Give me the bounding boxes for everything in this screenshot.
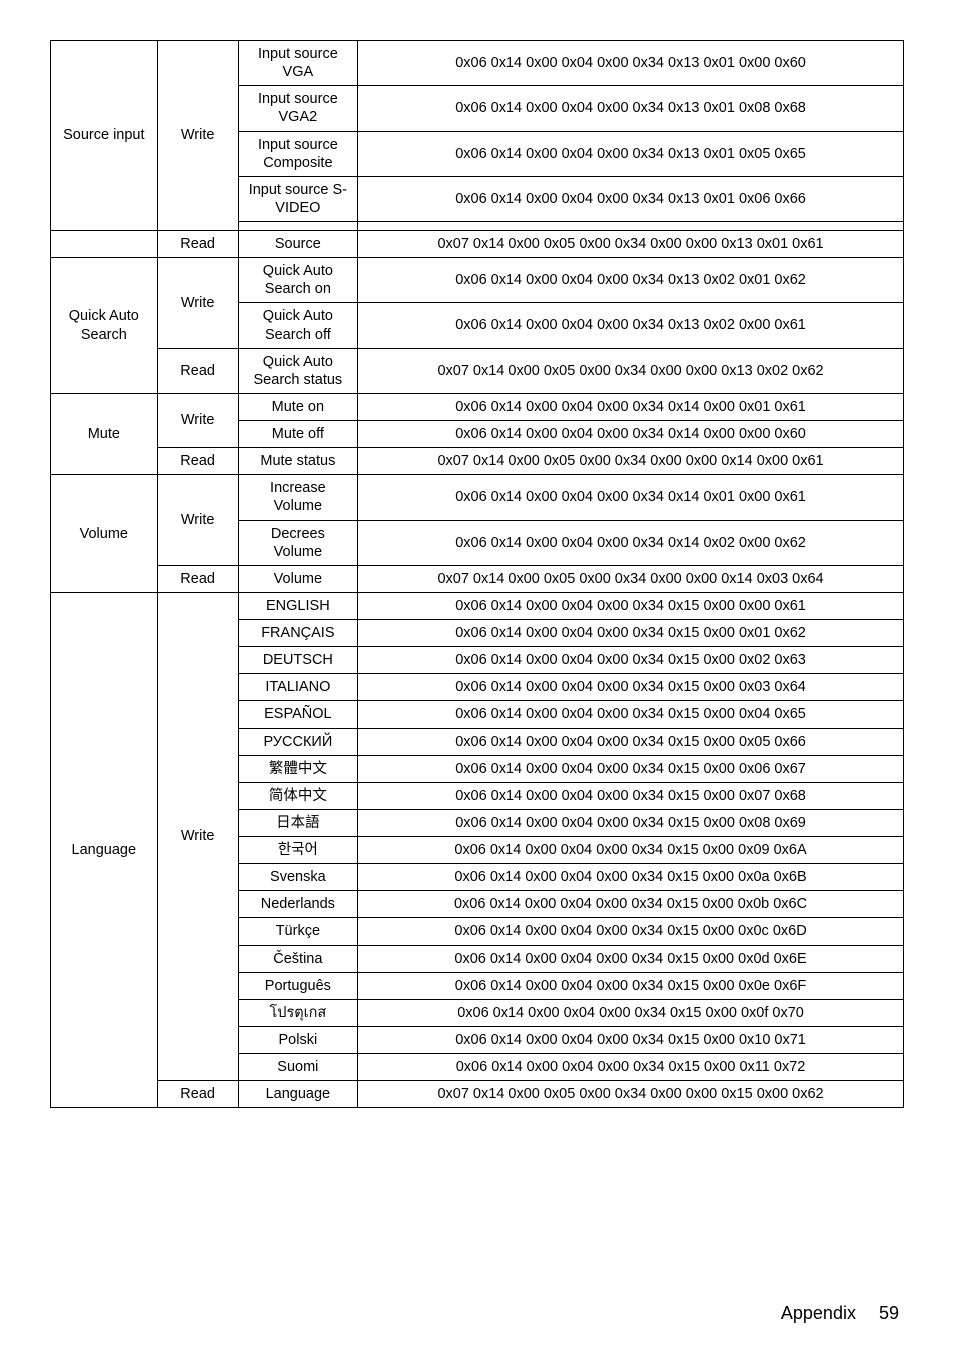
cell-operation: Türkçe bbox=[238, 918, 357, 945]
cell-hex: 0x06 0x14 0x00 0x04 0x00 0x34 0x15 0x00 … bbox=[358, 972, 904, 999]
cell-operation: Quick Auto Search status bbox=[238, 348, 357, 393]
cell-rw: Read bbox=[157, 231, 238, 258]
cell-operation: DEUTSCH bbox=[238, 647, 357, 674]
cell-hex: 0x07 0x14 0x00 0x05 0x00 0x34 0x00 0x00 … bbox=[358, 1081, 904, 1108]
cell-rw: Write bbox=[157, 475, 238, 566]
table-row: ReadMute status0x07 0x14 0x00 0x05 0x00 … bbox=[51, 448, 904, 475]
cell-hex: 0x06 0x14 0x00 0x04 0x00 0x34 0x15 0x00 … bbox=[358, 918, 904, 945]
cell-hex: 0x06 0x14 0x00 0x04 0x00 0x34 0x15 0x00 … bbox=[358, 864, 904, 891]
cell-operation: Suomi bbox=[238, 1054, 357, 1081]
cell-rw: Write bbox=[157, 393, 238, 447]
cell-hex: 0x07 0x14 0x00 0x05 0x00 0x34 0x00 0x00 … bbox=[358, 348, 904, 393]
cell-operation: Mute off bbox=[238, 421, 357, 448]
cell-hex: 0x07 0x14 0x00 0x05 0x00 0x34 0x00 0x00 … bbox=[358, 565, 904, 592]
cell-hex: 0x06 0x14 0x00 0x04 0x00 0x34 0x15 0x00 … bbox=[358, 1054, 904, 1081]
cell-hex: 0x06 0x14 0x00 0x04 0x00 0x34 0x15 0x00 … bbox=[358, 891, 904, 918]
cell-hex: 0x06 0x14 0x00 0x04 0x00 0x34 0x14 0x02 … bbox=[358, 520, 904, 565]
cell-operation: РУССКИЙ bbox=[238, 728, 357, 755]
cell-operation: Polski bbox=[238, 1026, 357, 1053]
cell-hex: 0x06 0x14 0x00 0x04 0x00 0x34 0x15 0x00 … bbox=[358, 701, 904, 728]
cell-operation: Quick Auto Search on bbox=[238, 258, 357, 303]
cell-operation: Čeština bbox=[238, 945, 357, 972]
table-row: LanguageWriteENGLISH0x06 0x14 0x00 0x04 … bbox=[51, 592, 904, 619]
cell-operation: Input source Composite bbox=[238, 131, 357, 176]
cell-hex: 0x06 0x14 0x00 0x04 0x00 0x34 0x15 0x00 … bbox=[358, 782, 904, 809]
table-row: MuteWriteMute on0x06 0x14 0x00 0x04 0x00… bbox=[51, 393, 904, 420]
cell-hex: 0x06 0x14 0x00 0x04 0x00 0x34 0x13 0x02 … bbox=[358, 258, 904, 303]
footer-page-number: 59 bbox=[879, 1303, 899, 1323]
table-row: VolumeWriteIncrease Volume0x06 0x14 0x00… bbox=[51, 475, 904, 520]
cell-function bbox=[51, 231, 158, 258]
table-row: Source inputWriteInput source VGA0x06 0x… bbox=[51, 41, 904, 86]
cell-operation bbox=[238, 222, 357, 231]
cell-hex: 0x06 0x14 0x00 0x04 0x00 0x34 0x15 0x00 … bbox=[358, 592, 904, 619]
cell-hex: 0x06 0x14 0x00 0x04 0x00 0x34 0x13 0x01 … bbox=[358, 41, 904, 86]
table-row: Quick Auto SearchWriteQuick Auto Search … bbox=[51, 258, 904, 303]
footer-label: Appendix bbox=[781, 1303, 856, 1323]
cell-hex: 0x06 0x14 0x00 0x04 0x00 0x34 0x14 0x01 … bbox=[358, 475, 904, 520]
cell-operation: Input source VGA2 bbox=[238, 86, 357, 131]
cell-hex: 0x06 0x14 0x00 0x04 0x00 0x34 0x15 0x00 … bbox=[358, 620, 904, 647]
cell-function: Source input bbox=[51, 41, 158, 231]
cell-hex: 0x06 0x14 0x00 0x04 0x00 0x34 0x15 0x00 … bbox=[358, 755, 904, 782]
cell-function: Mute bbox=[51, 393, 158, 474]
cell-operation: Decrees Volume bbox=[238, 520, 357, 565]
cell-operation: Português bbox=[238, 972, 357, 999]
cell-function: Volume bbox=[51, 475, 158, 593]
cell-hex: 0x06 0x14 0x00 0x04 0x00 0x34 0x14 0x00 … bbox=[358, 393, 904, 420]
table-row: ReadSource0x07 0x14 0x00 0x05 0x00 0x34 … bbox=[51, 231, 904, 258]
cell-hex: 0x06 0x14 0x00 0x04 0x00 0x34 0x14 0x00 … bbox=[358, 421, 904, 448]
cell-operation: ENGLISH bbox=[238, 592, 357, 619]
cell-operation: 繁體中文 bbox=[238, 755, 357, 782]
cell-hex: 0x06 0x14 0x00 0x04 0x00 0x34 0x13 0x01 … bbox=[358, 131, 904, 176]
cell-hex bbox=[358, 222, 904, 231]
cell-operation: ESPAÑOL bbox=[238, 701, 357, 728]
cell-operation: Svenska bbox=[238, 864, 357, 891]
page-footer: Appendix 59 bbox=[781, 1303, 899, 1324]
table-row: ReadQuick Auto Search status0x07 0x14 0x… bbox=[51, 348, 904, 393]
cell-rw: Write bbox=[157, 592, 238, 1080]
cell-operation: Increase Volume bbox=[238, 475, 357, 520]
cell-operation: Volume bbox=[238, 565, 357, 592]
command-table: Source inputWriteInput source VGA0x06 0x… bbox=[50, 40, 904, 1108]
cell-operation: FRANÇAIS bbox=[238, 620, 357, 647]
cell-hex: 0x06 0x14 0x00 0x04 0x00 0x34 0x15 0x00 … bbox=[358, 809, 904, 836]
cell-operation: Input source VGA bbox=[238, 41, 357, 86]
cell-hex: 0x07 0x14 0x00 0x05 0x00 0x34 0x00 0x00 … bbox=[358, 448, 904, 475]
cell-hex: 0x06 0x14 0x00 0x04 0x00 0x34 0x15 0x00 … bbox=[358, 1026, 904, 1053]
cell-rw: Read bbox=[157, 1081, 238, 1108]
cell-rw: Read bbox=[157, 448, 238, 475]
cell-operation: ITALIANO bbox=[238, 674, 357, 701]
cell-operation: Input source S-VIDEO bbox=[238, 176, 357, 221]
cell-operation: Source bbox=[238, 231, 357, 258]
cell-function: Language bbox=[51, 592, 158, 1107]
cell-hex: 0x06 0x14 0x00 0x04 0x00 0x34 0x13 0x02 … bbox=[358, 303, 904, 348]
table-row: ReadVolume0x07 0x14 0x00 0x05 0x00 0x34 … bbox=[51, 565, 904, 592]
cell-operation: Quick Auto Search off bbox=[238, 303, 357, 348]
cell-rw: Read bbox=[157, 565, 238, 592]
cell-hex: 0x07 0x14 0x00 0x05 0x00 0x34 0x00 0x00 … bbox=[358, 231, 904, 258]
cell-operation: 简体中文 bbox=[238, 782, 357, 809]
cell-rw: Write bbox=[157, 41, 238, 231]
cell-operation: Mute status bbox=[238, 448, 357, 475]
cell-operation: 日本語 bbox=[238, 809, 357, 836]
cell-hex: 0x06 0x14 0x00 0x04 0x00 0x34 0x15 0x00 … bbox=[358, 999, 904, 1026]
cell-rw: Read bbox=[157, 348, 238, 393]
cell-operation: Language bbox=[238, 1081, 357, 1108]
cell-rw: Write bbox=[157, 258, 238, 349]
cell-function: Quick Auto Search bbox=[51, 258, 158, 394]
cell-hex: 0x06 0x14 0x00 0x04 0x00 0x34 0x15 0x00 … bbox=[358, 837, 904, 864]
cell-hex: 0x06 0x14 0x00 0x04 0x00 0x34 0x15 0x00 … bbox=[358, 945, 904, 972]
cell-hex: 0x06 0x14 0x00 0x04 0x00 0x34 0x15 0x00 … bbox=[358, 647, 904, 674]
cell-operation: Mute on bbox=[238, 393, 357, 420]
cell-hex: 0x06 0x14 0x00 0x04 0x00 0x34 0x13 0x01 … bbox=[358, 86, 904, 131]
cell-operation: 한국어 bbox=[238, 837, 357, 864]
table-row: ReadLanguage0x07 0x14 0x00 0x05 0x00 0x3… bbox=[51, 1081, 904, 1108]
cell-operation: Nederlands bbox=[238, 891, 357, 918]
cell-hex: 0x06 0x14 0x00 0x04 0x00 0x34 0x15 0x00 … bbox=[358, 728, 904, 755]
cell-operation: โปรตุเกส bbox=[238, 999, 357, 1026]
cell-hex: 0x06 0x14 0x00 0x04 0x00 0x34 0x15 0x00 … bbox=[358, 674, 904, 701]
cell-hex: 0x06 0x14 0x00 0x04 0x00 0x34 0x13 0x01 … bbox=[358, 176, 904, 221]
